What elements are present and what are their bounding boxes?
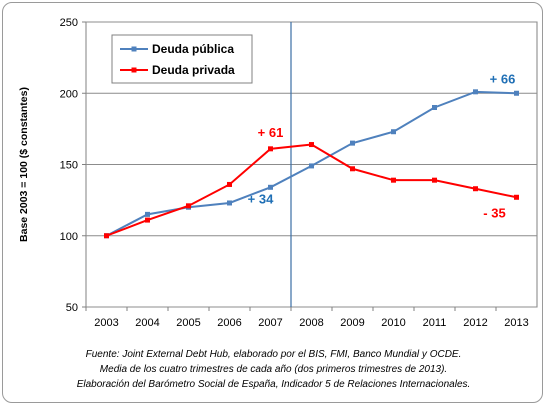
y-tick-label: 50	[66, 302, 78, 314]
data-point	[391, 177, 396, 183]
data-point	[145, 211, 150, 217]
legend-swatch-marker	[131, 46, 137, 52]
data-point	[186, 203, 191, 209]
data-point	[391, 129, 396, 135]
y-tick-label: 250	[60, 17, 78, 29]
y-tick-label: 100	[60, 231, 78, 243]
x-tick-label: 2006	[217, 317, 241, 329]
x-tick-label: 2009	[340, 317, 364, 329]
annotation-label: + 61	[258, 125, 284, 140]
y-tick-label: 200	[60, 88, 78, 100]
annotation-label: - 35	[483, 205, 505, 220]
x-tick-label: 2007	[258, 317, 282, 329]
y-axis-label: Base 2003 = 100 ($ constantes)	[18, 87, 30, 242]
x-tick-label: 2011	[423, 317, 447, 329]
data-point	[473, 186, 478, 192]
data-point	[350, 140, 355, 146]
data-point	[432, 177, 437, 183]
legend-box	[111, 34, 253, 84]
data-point	[514, 194, 519, 200]
legend-entry: Deuda pública	[152, 42, 234, 56]
data-point	[268, 146, 273, 152]
x-tick-label: 2012	[463, 317, 487, 329]
x-tick-label: 2003	[94, 317, 118, 329]
data-point	[432, 105, 437, 110]
legend-swatch-marker	[131, 67, 137, 73]
source-line: Fuente: Joint External Debt Hub, elabora…	[85, 349, 462, 360]
data-point	[104, 233, 109, 239]
data-point	[227, 181, 232, 187]
data-point	[309, 163, 314, 169]
source-line: Media de los cuatro trimestres de cada a…	[99, 364, 448, 375]
x-tick-label: 2004	[135, 317, 159, 329]
annotation-label: + 66	[490, 71, 516, 86]
y-tick-label: 150	[60, 160, 78, 172]
x-tick-label: 2010	[381, 317, 405, 329]
source-note: Fuente: Joint External Debt Hub, elabora…	[0, 347, 547, 392]
data-point	[350, 166, 355, 172]
data-point	[473, 89, 478, 95]
x-tick-label: 2005	[176, 317, 200, 329]
x-tick-label: 2013	[504, 317, 528, 329]
data-point	[268, 184, 273, 190]
data-point	[227, 200, 232, 206]
legend-entry: Deuda privada	[152, 63, 235, 77]
x-tick-label: 2008	[299, 317, 323, 329]
source-line: Elaboración del Barómetro Social de Espa…	[76, 379, 471, 390]
data-point	[514, 90, 519, 96]
data-point	[145, 217, 150, 223]
annotation-label: + 34	[248, 191, 274, 206]
data-point	[309, 142, 314, 148]
